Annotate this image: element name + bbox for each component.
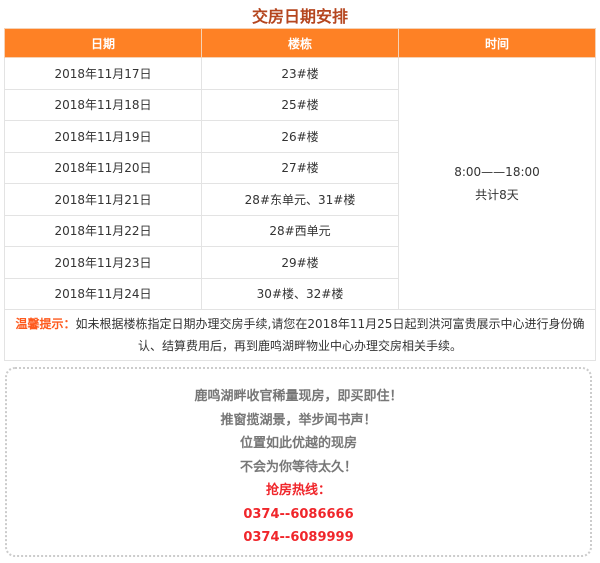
- date-cell: 2018年11月21日: [4, 183, 202, 216]
- table-row: 2018年11月24日 30#楼、32#楼: [4, 277, 596, 310]
- table-row: 2018年11月19日 26#楼: [4, 120, 596, 153]
- time-range: 8:00——18:00: [454, 164, 540, 179]
- building-cell: 28#东单元、31#楼: [201, 183, 399, 216]
- date-cell: 2018年11月17日: [4, 57, 202, 90]
- building-cell: 27#楼: [201, 151, 399, 184]
- building-cell: 26#楼: [201, 120, 399, 153]
- date-cell: 2018年11月19日: [4, 120, 202, 153]
- column-header-date: 日期: [4, 28, 202, 58]
- column-header-time: 时间: [398, 28, 596, 58]
- date-cell: 2018年11月23日: [4, 246, 202, 279]
- table-row: 2018年11月17日 23#楼 8:00——18:00 共计8天: [4, 57, 596, 310]
- tip-text: 如未根据楼栋指定日期办理交房手续,请您在2018年11月25日起到洪河富贵展示中…: [75, 317, 585, 353]
- building-cell: 25#楼: [201, 88, 399, 121]
- hotline-phone: 0374--6089999: [243, 530, 354, 545]
- table-row: 2018年11月22日 28#西单元: [4, 214, 596, 247]
- table-row: 2018年11月18日 25#楼: [4, 88, 596, 121]
- building-cell: 28#西单元: [201, 214, 399, 247]
- promo-line: 位置如此优越的现房: [239, 436, 357, 451]
- building-cell: 29#楼: [201, 246, 399, 279]
- promo-line: 推窗揽湖景，举步闻书声！: [220, 412, 377, 428]
- time-cell: 8:00——18:00 共计8天: [398, 57, 596, 310]
- building-cell: 30#楼、32#楼: [201, 277, 399, 310]
- table-row: 2018年11月20日 27#楼: [4, 151, 596, 184]
- promo-line: 不会为你等待太久！: [239, 459, 357, 475]
- tip-label: 温馨提示：: [15, 317, 76, 331]
- promo-line: 鹿鸣湖畔收官稀量现房，即买即住！: [194, 389, 403, 404]
- date-cell: 2018年11月18日: [4, 88, 202, 121]
- schedule-table: 日期 楼栋 时间 2018年11月17日 23#楼 8:00——18:00 共计8天 2…: [4, 28, 596, 361]
- promo-box: 鹿鸣湖畔收官稀量现房，即买即住！ 推窗揽湖景，举步闻书声！ 位置如此优越的现房 …: [5, 367, 592, 557]
- date-cell: 2018年11月22日: [4, 214, 202, 247]
- building-cell: 23#楼: [201, 57, 399, 90]
- tip-cell: 温馨提示：如未根据楼栋指定日期办理交房手续,请您在2018年11月25日起到洪河…: [4, 309, 596, 361]
- time-total: 共计8天: [475, 187, 519, 202]
- table-row: 2018年11月23日 29#楼: [4, 246, 596, 279]
- column-header-building: 楼栋: [201, 28, 399, 58]
- hotline-phone: 0374--6086666: [243, 506, 354, 522]
- date-cell: 2018年11月20日: [4, 151, 202, 184]
- page-title: 交房日期安排: [251, 7, 348, 26]
- table-row: 2018年11月21日 28#东单元、31#楼: [4, 183, 596, 216]
- hotline-label: 抢房热线：: [265, 483, 331, 498]
- date-cell: 2018年11月24日: [4, 277, 202, 310]
